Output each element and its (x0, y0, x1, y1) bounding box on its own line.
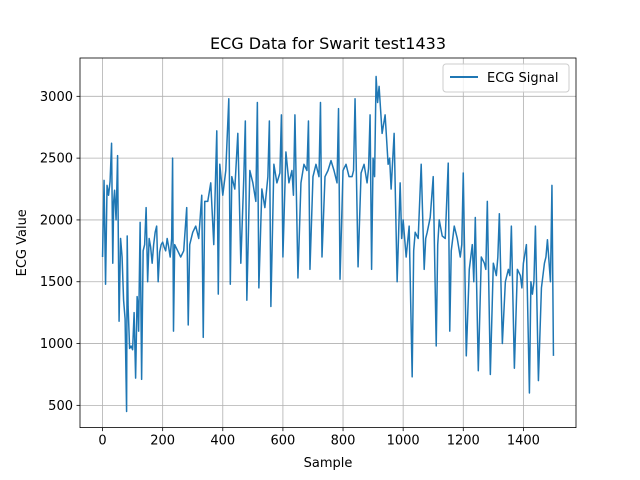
x-tick-label: 200 (150, 434, 175, 449)
x-tick-label: 1000 (387, 434, 420, 449)
ecg-signal-line (101, 75, 555, 413)
x-tick-label: 600 (270, 434, 295, 449)
y-tick-label: 500 (48, 399, 73, 414)
x-tick-label: 800 (331, 434, 356, 449)
x-tick-label: 400 (210, 434, 235, 449)
y-axis-label: ECG Value (15, 209, 30, 276)
x-tick-label: 1200 (447, 434, 480, 449)
y-tick-label: 1500 (40, 275, 73, 290)
y-tick-label: 1000 (40, 337, 73, 352)
legend: ECG Signal (442, 63, 570, 93)
y-axis-ticks: 500 1000 1500 2000 2500 3000 (40, 90, 80, 414)
x-tick-label: 1400 (507, 434, 540, 449)
chart-title: ECG Data for Swarit test1433 (210, 34, 446, 53)
legend-label: ECG Signal (487, 71, 558, 86)
y-tick-label: 3000 (40, 90, 73, 105)
x-tick-label: 0 (98, 434, 106, 449)
y-tick-label: 2500 (40, 152, 73, 167)
legend-box (442, 63, 570, 93)
x-axis-label: Sample (304, 456, 353, 471)
y-tick-label: 2000 (40, 213, 73, 228)
plot-area-frame (79, 57, 577, 429)
x-axis-ticks: 0 200 400 600 800 1000 1200 1400 (98, 427, 540, 449)
